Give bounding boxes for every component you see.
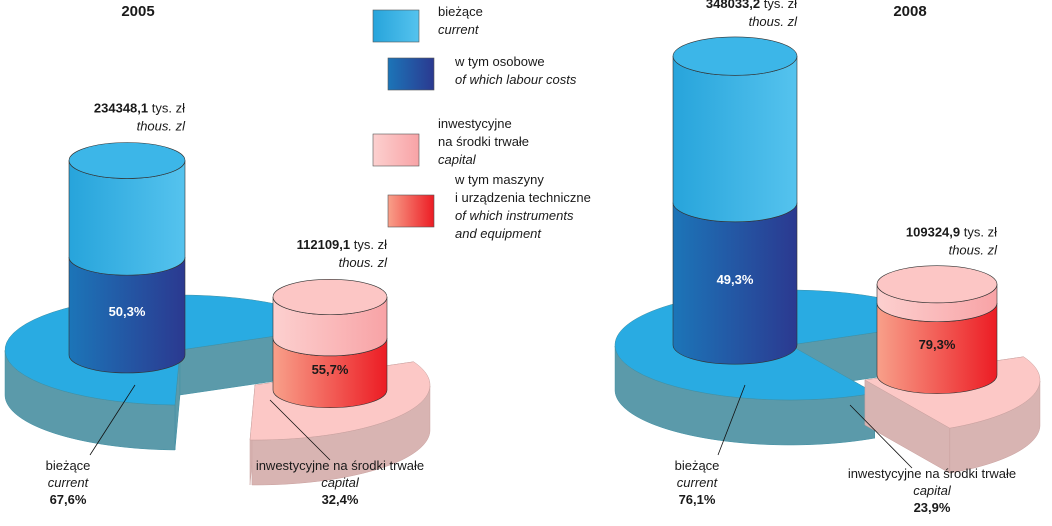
- legend-label: w tym maszyny: [454, 172, 544, 187]
- total-unit-en: thous. zl: [339, 255, 389, 270]
- cylinder-top: [876, 265, 998, 304]
- total-unit: tys. zł: [964, 224, 997, 239]
- legend-label: i urządzenia techniczne: [455, 190, 591, 205]
- leader-line: [849, 404, 913, 469]
- slice-label-en: capital: [321, 475, 360, 490]
- share-label: 49,3%: [717, 272, 754, 287]
- legend-swatch: [387, 57, 435, 91]
- slice-label-en: capital: [913, 483, 952, 498]
- cylinder-top: [272, 278, 388, 315]
- total-unit-en: thous. zl: [949, 242, 999, 257]
- total-unit: tys. zł: [354, 237, 387, 252]
- legend-label-en: capital: [438, 152, 477, 167]
- total-unit: tys. zł: [764, 0, 797, 11]
- slice-label: bieżące: [675, 458, 720, 473]
- slice-value: 32,4%: [322, 492, 359, 507]
- legend-label-en: and equipment: [455, 226, 542, 241]
- chart-title: 2005: [121, 3, 154, 20]
- total-value: 109324,9: [906, 224, 960, 239]
- cylinder-total: [672, 56, 798, 223]
- leader-line: [717, 384, 746, 456]
- total-unit-en: thous. zl: [749, 14, 799, 29]
- slice-value: 67,6%: [50, 492, 87, 507]
- leader-line: [89, 384, 136, 456]
- total-label: 109324,9 tys. zł: [906, 224, 997, 239]
- cylinder-top: [68, 142, 186, 179]
- slice-value: 23,9%: [914, 500, 951, 515]
- total-label: 348033,2 tys. zł: [706, 0, 797, 11]
- slice-label: bieżące: [46, 458, 91, 473]
- legend-label-en: of which instruments: [455, 208, 574, 223]
- total-value: 112109,1: [297, 237, 351, 252]
- share-label: 50,3%: [109, 304, 146, 319]
- share-label: 55,7%: [312, 362, 349, 377]
- slice-label-en: current: [48, 475, 90, 490]
- slice-value: 76,1%: [679, 492, 716, 507]
- legend-swatch: [387, 194, 435, 228]
- legend-label: inwestycyjne: [438, 116, 512, 131]
- share-label: 79,3%: [919, 337, 956, 352]
- legend-swatch: [372, 133, 420, 167]
- slice-label-en: current: [677, 475, 719, 490]
- legend-label-en: current: [438, 22, 480, 37]
- legend-label: na środki trwałe: [438, 134, 529, 149]
- slice-label: inwestycyjne na środki trwałe: [848, 466, 1016, 481]
- cylinder-top: [672, 36, 798, 76]
- legend-label: w tym osobowe: [454, 54, 545, 69]
- slice-label: inwestycyjne na środki trwałe: [256, 458, 424, 473]
- chart-title: 2008: [893, 3, 926, 20]
- total-value: 234348,1: [94, 100, 148, 115]
- total-label: 234348,1 tys. zł: [94, 100, 185, 115]
- legend-label: bieżące: [438, 4, 483, 19]
- total-unit: tys. zł: [152, 100, 185, 115]
- total-label: 112109,1 tys. zł: [297, 237, 387, 252]
- total-unit-en: thous. zl: [137, 118, 187, 133]
- leader-line: [269, 399, 331, 461]
- legend-swatch: [372, 9, 420, 43]
- legend-label-en: of which labour costs: [455, 72, 577, 87]
- total-value: 348033,2: [706, 0, 760, 11]
